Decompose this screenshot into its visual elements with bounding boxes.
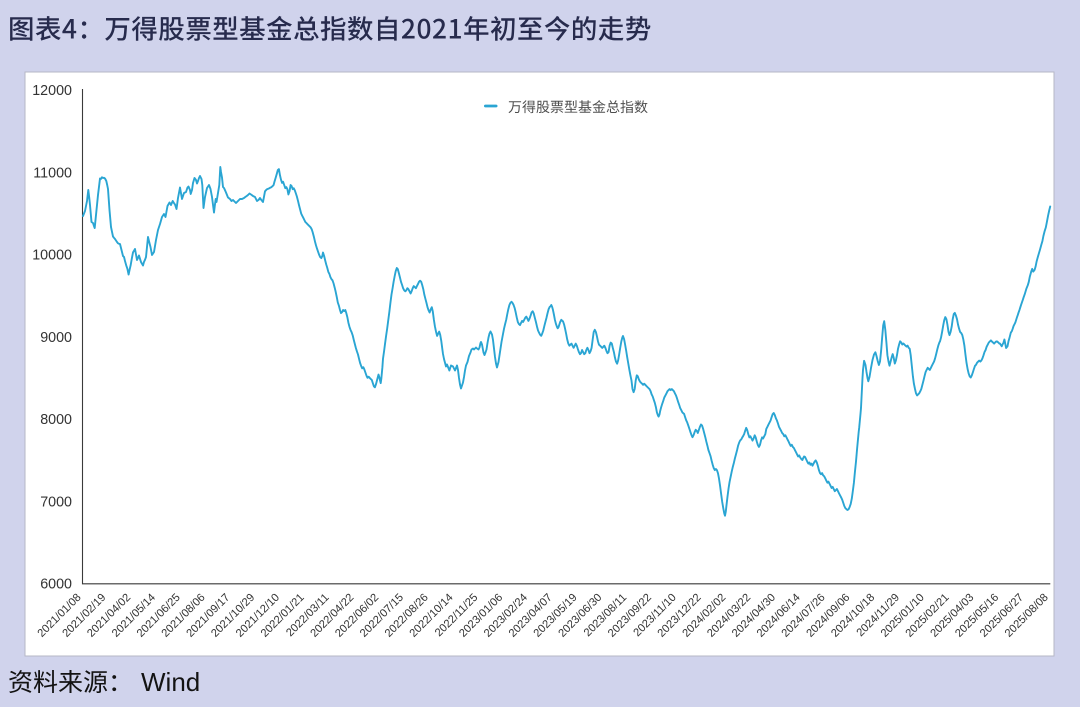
svg-text:10000: 10000 xyxy=(32,248,72,264)
svg-text:8000: 8000 xyxy=(40,412,72,428)
svg-text:Wind: Wind xyxy=(141,667,200,697)
svg-text:7000: 7000 xyxy=(40,494,72,510)
svg-text:11000: 11000 xyxy=(33,165,72,181)
svg-text:6000: 6000 xyxy=(40,577,72,593)
svg-text:12000: 12000 xyxy=(32,83,72,99)
svg-text:9000: 9000 xyxy=(40,330,72,346)
